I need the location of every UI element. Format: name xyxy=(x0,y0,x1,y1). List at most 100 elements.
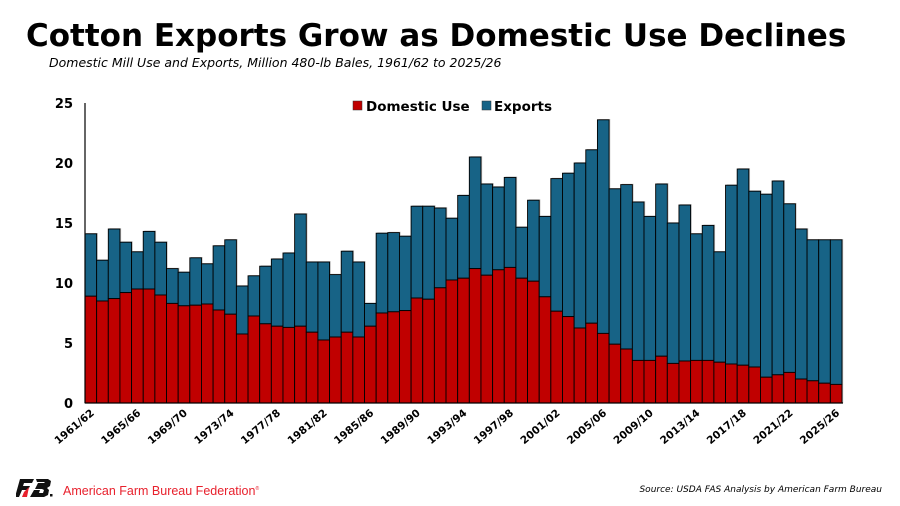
y-tick-label: 20 xyxy=(55,157,73,172)
y-tick-label: 5 xyxy=(64,337,73,352)
bar-exports-2000-01 xyxy=(538,215,552,298)
bar-domestic-1977-78 xyxy=(270,325,284,404)
registered-mark: ® xyxy=(255,485,260,492)
bar-domestic-1991-92 xyxy=(433,287,447,404)
bar-domestic-1973-74 xyxy=(224,313,237,404)
bar-domestic-1966-67 xyxy=(142,288,156,404)
bar-domestic-1979-80 xyxy=(294,325,307,404)
bar-domestic-2011-12 xyxy=(666,362,680,404)
x-tick-label: 1993/94 xyxy=(425,407,469,447)
bar-exports-1982-83 xyxy=(329,274,342,338)
bar-domestic-1983-84 xyxy=(340,331,354,404)
bar-exports-1996-97 xyxy=(492,186,505,271)
bar-domestic-1976-77 xyxy=(259,323,272,404)
bar-domestic-2003-04 xyxy=(573,327,587,404)
bar-exports-1966-67 xyxy=(142,230,156,290)
bar-exports-1976-77 xyxy=(259,265,272,325)
bar-exports-1984-85 xyxy=(352,261,365,338)
bar-exports-2017-18 xyxy=(736,168,750,366)
legend-swatch-exports xyxy=(481,100,492,111)
bar-domestic-2020-21 xyxy=(771,374,785,404)
x-axis-ticks: 1961/62 1965/66 1969/70 1973/74 1977/78 1981/… xyxy=(53,407,843,447)
chart-subtitle: Domestic Mill Use and Exports, Million 4… xyxy=(49,55,502,70)
bar-exports-2011-12 xyxy=(666,222,680,364)
bar-exports-2018-19 xyxy=(748,190,761,368)
bar-domestic-2010-11 xyxy=(655,355,668,404)
bar-exports-2015-16 xyxy=(713,251,726,363)
bar-domestic-1982-83 xyxy=(329,336,342,404)
x-tick-label: 1989/90 xyxy=(379,407,423,447)
bar-domestic-1996-97 xyxy=(492,269,505,404)
x-tick-label: 2021/22 xyxy=(751,407,795,447)
bar-domestic-2005-06 xyxy=(596,332,610,404)
bar-exports-1962-63 xyxy=(96,259,109,302)
bar-domestic-1994-95 xyxy=(468,268,482,404)
bar-domestic-1965-66 xyxy=(131,288,144,404)
organization-name: American Farm Bureau Federation® xyxy=(63,484,259,498)
bar-exports-1963-64 xyxy=(107,228,121,300)
bar-domestic-1998-99 xyxy=(515,277,529,404)
bar-domestic-2006-07 xyxy=(608,343,622,404)
x-tick-label: 1981/82 xyxy=(285,407,329,447)
bar-domestic-2012-13 xyxy=(678,360,692,404)
source-note: Source: USDA FAS Analysis by American Fa… xyxy=(639,485,882,495)
bar-domestic-2013-14 xyxy=(690,359,703,404)
bar-domestic-1967-68 xyxy=(154,294,167,404)
bar-exports-1987-88 xyxy=(387,232,400,313)
bar-exports-1969-70 xyxy=(177,271,191,307)
bar-domestic-1964-65 xyxy=(119,292,133,404)
bar-exports-2001-02 xyxy=(550,178,563,312)
bar-exports-1998-99 xyxy=(515,226,529,279)
bar-domestic-1962-63 xyxy=(96,300,109,404)
bar-exports-1968-69 xyxy=(166,268,179,304)
bar-domestic-1989-90 xyxy=(410,297,424,404)
x-tick-label: 1997/98 xyxy=(472,407,516,447)
bar-domestic-2022-23 xyxy=(794,378,808,404)
bar-domestic-2014-15 xyxy=(701,359,715,404)
bar-exports-2006-07 xyxy=(608,188,622,345)
bar-domestic-1972-73 xyxy=(212,309,226,404)
x-tick-label: 1973/74 xyxy=(192,407,236,447)
bar-exports-1985-86 xyxy=(364,302,377,327)
bar-domestic-1985-86 xyxy=(364,325,377,404)
bar-domestic-1986-87 xyxy=(375,312,389,404)
x-tick-label: 1977/78 xyxy=(239,407,283,447)
legend-swatch-domestic xyxy=(352,100,363,111)
bar-exports-1972-73 xyxy=(212,245,226,311)
x-tick-label: 2001/02 xyxy=(518,407,562,447)
bar-exports-1990-91 xyxy=(422,205,435,300)
bar-domestic-1970-71 xyxy=(189,304,202,404)
bar-exports-2008-09 xyxy=(631,201,645,361)
legend: Domestic Use Exports xyxy=(352,99,552,115)
bar-domestic-2015-16 xyxy=(713,361,726,404)
bars-group xyxy=(84,119,844,404)
bar-domestic-2000-01 xyxy=(538,296,552,404)
chart-title: Cotton Exports Grow as Domestic Use Decl… xyxy=(26,18,847,54)
bar-exports-1991-92 xyxy=(433,207,447,289)
bar-domestic-1995-96 xyxy=(480,274,494,404)
bar-exports-2010-11 xyxy=(655,183,668,357)
x-tick-label: 1961/62 xyxy=(53,407,97,447)
bar-exports-1967-68 xyxy=(154,241,167,296)
bar-exports-2013-14 xyxy=(690,233,703,361)
bar-exports-1979-80 xyxy=(294,213,307,327)
bar-exports-1986-87 xyxy=(375,232,389,314)
bar-domestic-2009-10 xyxy=(643,359,657,404)
bar-domestic-1999-00 xyxy=(527,280,540,404)
bar-domestic-1978-79 xyxy=(282,326,296,404)
bar-domestic-1980-81 xyxy=(305,331,319,404)
bar-domestic-2025-26 xyxy=(829,383,843,404)
bar-domestic-2021-22 xyxy=(783,371,796,404)
bar-exports-1992-93 xyxy=(445,217,459,281)
bar-domestic-2002-03 xyxy=(562,316,575,404)
bar-exports-2007-08 xyxy=(620,184,633,350)
bar-domestic-1963-64 xyxy=(107,298,121,404)
bar-domestic-1975-76 xyxy=(247,315,261,404)
bar-exports-1994-95 xyxy=(468,156,482,270)
bar-domestic-1984-85 xyxy=(352,336,365,404)
x-tick-label: 1965/66 xyxy=(99,407,143,447)
bar-exports-2004-05 xyxy=(585,149,598,324)
bar-exports-2009-10 xyxy=(643,215,657,361)
bar-domestic-2019-20 xyxy=(760,376,773,404)
